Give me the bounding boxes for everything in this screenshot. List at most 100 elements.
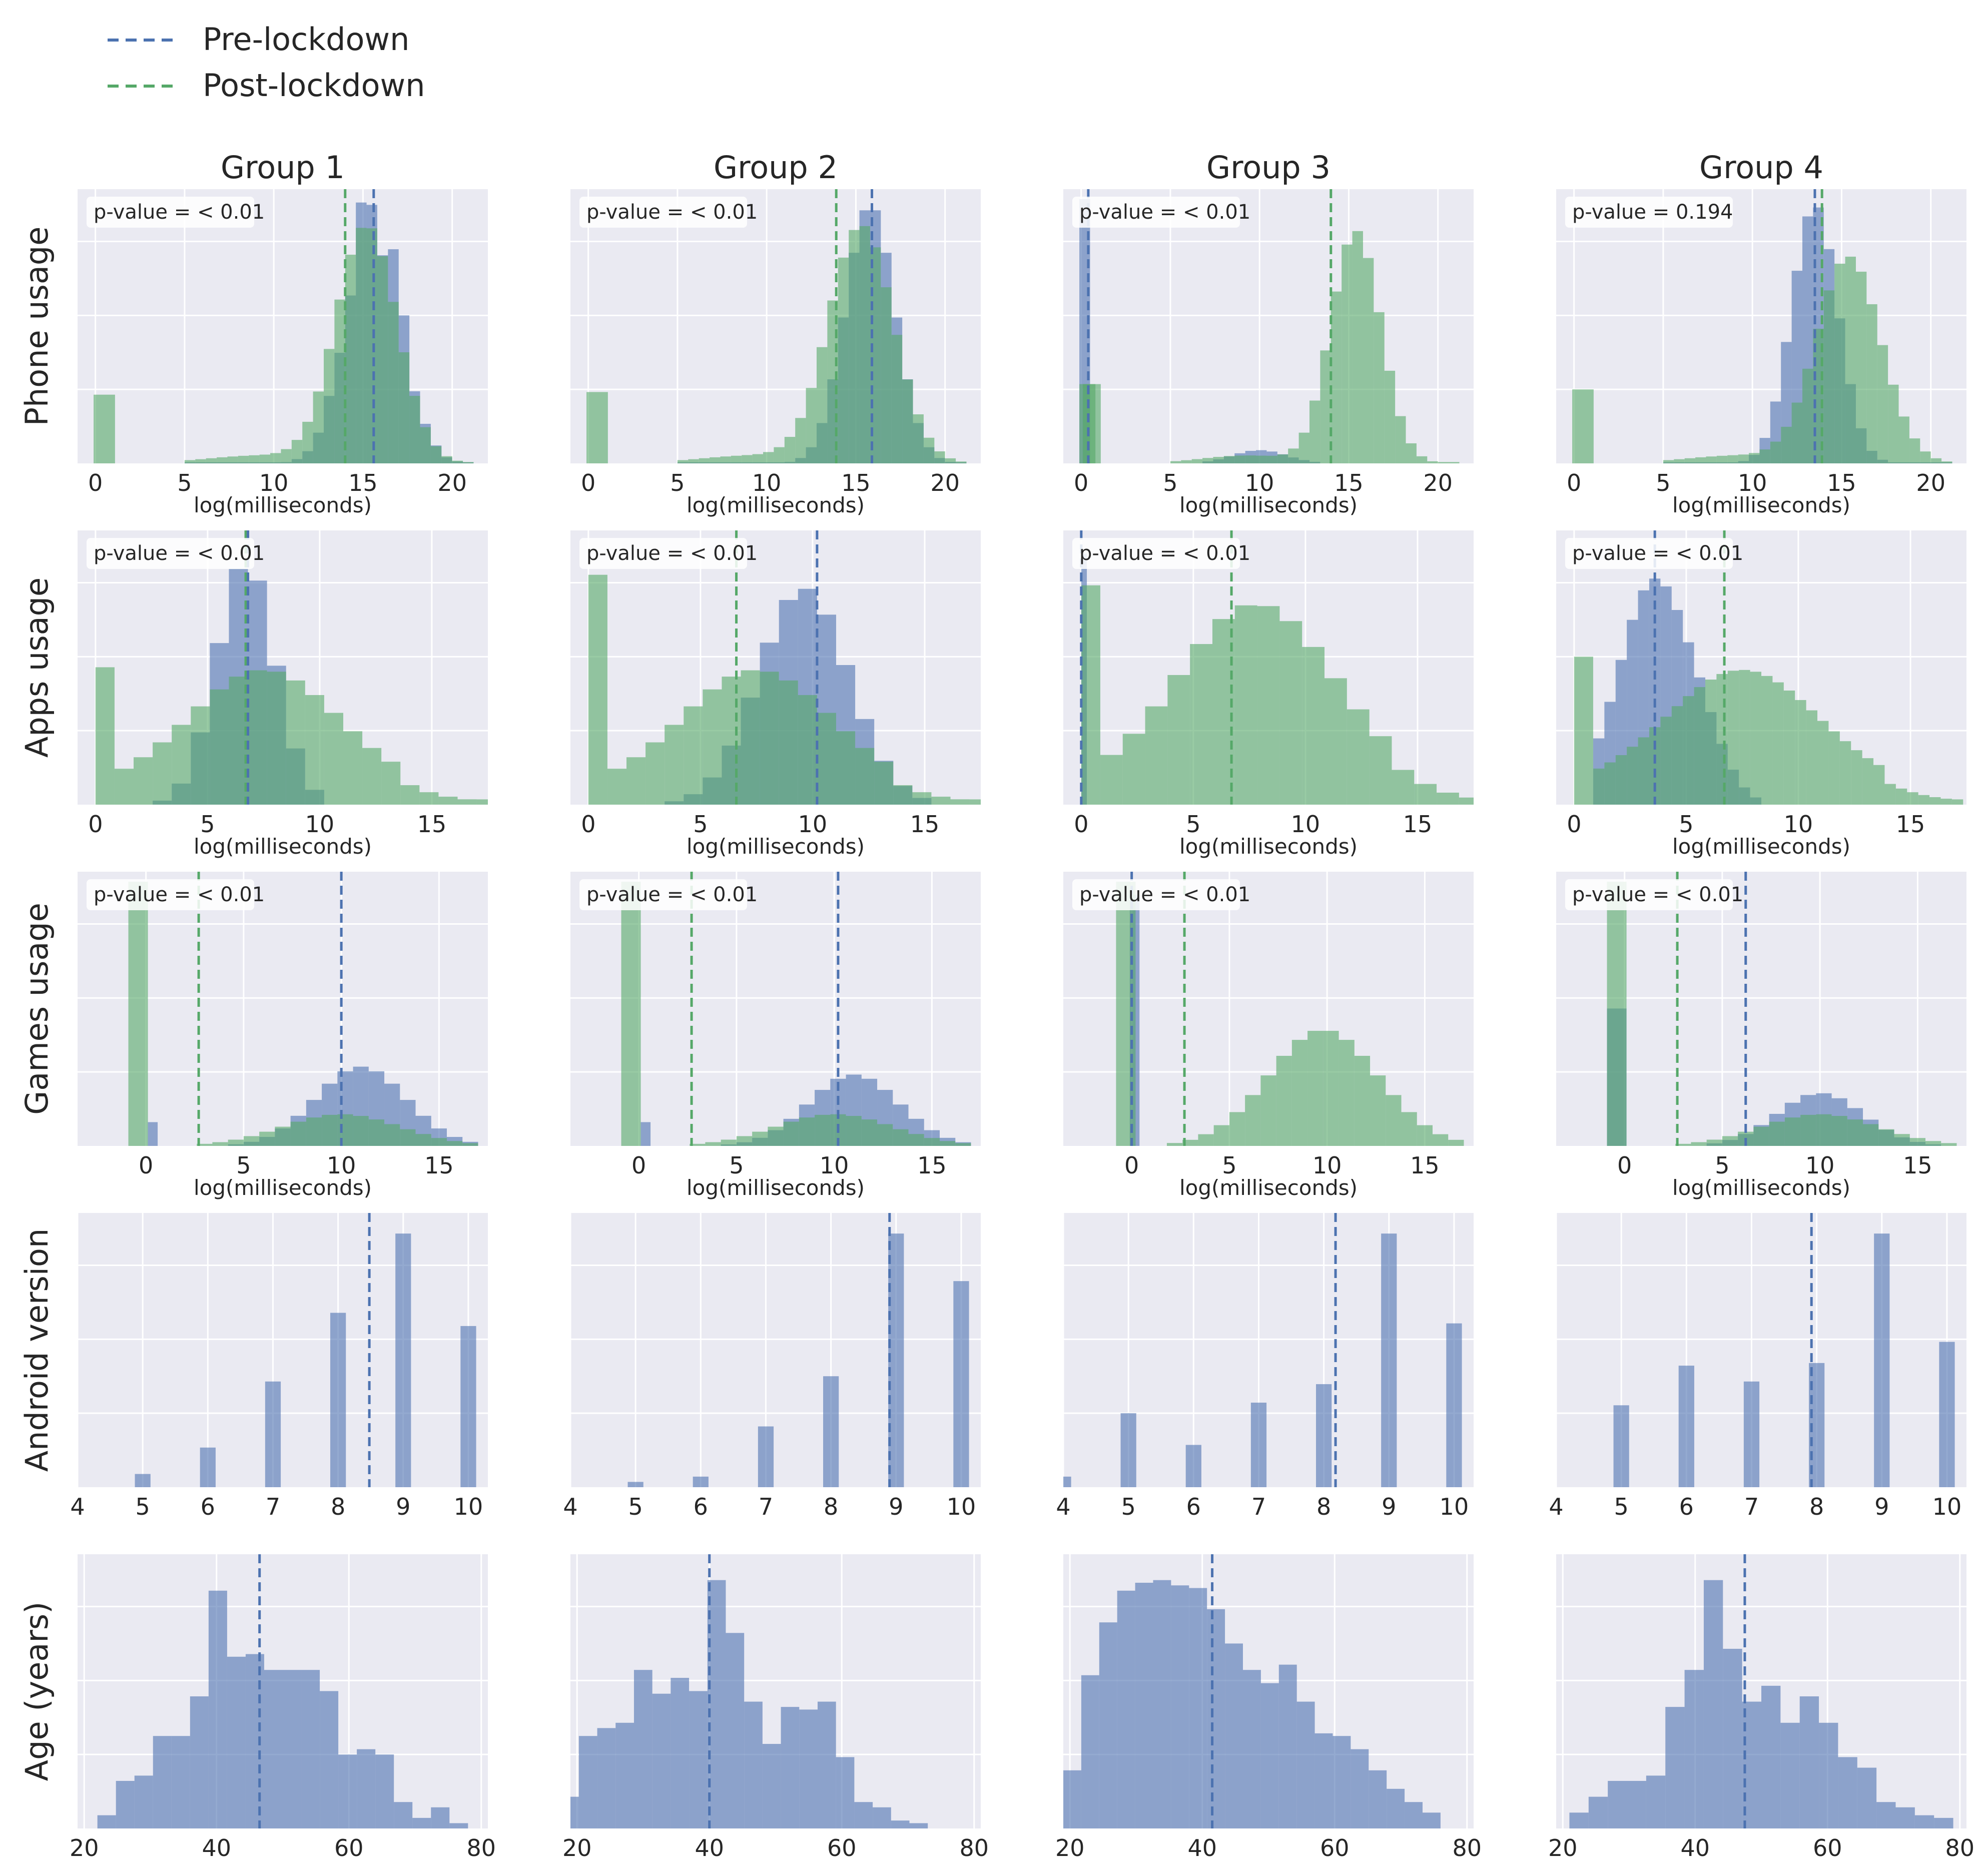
post-bar xyxy=(1384,370,1396,463)
post-bar xyxy=(1459,797,1474,805)
pre-bar xyxy=(689,1691,708,1828)
post-bar xyxy=(1866,304,1877,463)
pre-bar xyxy=(1278,1664,1297,1828)
post-bar xyxy=(1245,1095,1261,1146)
pvalue-label: p-value = 0.194 xyxy=(1572,201,1733,224)
panel-r0-c1: p-value = < 0.01 0 5 10 15 20 log(milliseconds… xyxy=(570,149,981,517)
post-bar xyxy=(1342,244,1353,463)
pre-bar xyxy=(1063,1770,1081,1828)
post-bar xyxy=(1909,438,1920,463)
x-tick-label: 15 xyxy=(1334,469,1364,496)
x-tick-label: 4 xyxy=(70,1493,85,1520)
post-bar xyxy=(1806,710,1818,805)
post-bar xyxy=(855,748,875,805)
post-bar xyxy=(1759,449,1770,463)
pre-bar xyxy=(283,1670,302,1828)
post-bar xyxy=(940,1141,956,1146)
panel-r0-c0: p-value = < 0.01 0 5 10 15 20 log(milliseconds… xyxy=(19,149,488,517)
post-bar xyxy=(741,670,760,805)
post-bar xyxy=(1772,682,1784,805)
x-tick-label: 5 xyxy=(200,811,215,838)
post-bar xyxy=(763,452,774,463)
pre-bar xyxy=(1627,1780,1646,1828)
post-bar xyxy=(248,670,267,805)
x-tick-label: 20 xyxy=(562,1834,592,1861)
x-tick-label: 20 xyxy=(1548,1834,1578,1861)
x-tick-label: 10 xyxy=(454,1493,483,1520)
post-bar xyxy=(1260,1075,1276,1146)
post-bar xyxy=(1727,671,1739,805)
post-bar xyxy=(210,689,229,805)
pre-bar xyxy=(762,1744,781,1828)
post-bar xyxy=(760,672,779,805)
post-bar xyxy=(228,1139,244,1146)
post-bar xyxy=(1941,1143,1957,1146)
post-bar xyxy=(1750,672,1761,805)
pre-bar xyxy=(1250,1403,1267,1487)
column-title: Group 3 xyxy=(1206,149,1331,186)
post-bar xyxy=(1863,1124,1879,1146)
pre-bar xyxy=(1387,1788,1405,1828)
post-bar xyxy=(924,1138,940,1146)
pvalue-label: p-value = < 0.01 xyxy=(586,883,758,906)
panel-grid: p-value = < 0.01 0 5 10 15 20 log(milliseconds… xyxy=(19,149,1974,1861)
pre-bar xyxy=(953,1281,969,1487)
pre-bar xyxy=(1684,1670,1704,1828)
post-bar xyxy=(1279,621,1302,805)
post-bar xyxy=(586,392,608,463)
post-bar xyxy=(400,785,420,805)
pre-bar xyxy=(301,1670,320,1828)
pvalue-box xyxy=(1565,879,1733,910)
post-bar xyxy=(1706,456,1717,463)
x-tick-label: 20 xyxy=(437,469,467,496)
post-bar xyxy=(463,462,474,463)
post-bar xyxy=(722,677,741,805)
x-tick-label: 40 xyxy=(1680,1834,1710,1861)
post-bar xyxy=(1190,644,1212,805)
x-tick-label: 10 xyxy=(820,1152,849,1179)
post-bar xyxy=(1392,770,1415,805)
post-bar xyxy=(736,1136,753,1146)
post-bar xyxy=(1433,1134,1449,1146)
pre-bar xyxy=(1189,1588,1207,1828)
x-axis-label: log(milliseconds) xyxy=(1672,834,1850,859)
x-axis-label: log(milliseconds) xyxy=(687,493,865,517)
x-axis-label: log(milliseconds) xyxy=(1179,493,1358,517)
pre-bar xyxy=(1225,1643,1243,1828)
post-bar xyxy=(1761,676,1773,805)
x-tick-label: 10 xyxy=(798,811,828,838)
post-bar xyxy=(1245,455,1256,463)
x-tick-label: 40 xyxy=(202,1834,231,1861)
post-bar xyxy=(114,769,134,805)
x-tick-label: 5 xyxy=(1163,469,1177,496)
post-bar xyxy=(827,300,838,463)
pre-bar xyxy=(671,1678,690,1828)
post-bar xyxy=(1671,706,1683,805)
pre-bar xyxy=(640,1122,651,1146)
post-bar xyxy=(931,797,951,805)
x-tick-label: 15 xyxy=(424,1152,454,1179)
post-bar xyxy=(1888,384,1899,463)
pre-bar xyxy=(1063,1476,1071,1487)
pre-bar xyxy=(1422,1812,1441,1828)
post-bar xyxy=(384,1124,400,1146)
post-bar xyxy=(1941,461,1952,463)
post-bar xyxy=(1607,882,1627,1146)
pre-bar xyxy=(1369,1770,1387,1828)
column-title: Group 4 xyxy=(1699,149,1823,186)
pre-bar xyxy=(153,1736,172,1828)
pre-bar xyxy=(781,1707,800,1828)
pvalue-box xyxy=(579,197,747,228)
post-bar xyxy=(1847,1119,1863,1146)
panel-r1-c0: p-value = < 0.01 0 5 10 15 log(milliseconds) A… xyxy=(19,530,488,859)
pvalue-box xyxy=(87,197,254,228)
post-bar xyxy=(1660,717,1672,805)
post-bar xyxy=(153,742,172,805)
post-bar xyxy=(1229,1112,1245,1146)
post-bar xyxy=(891,335,903,463)
pre-bar xyxy=(1185,1445,1201,1487)
x-tick-label: 40 xyxy=(695,1834,724,1861)
post-bar xyxy=(1370,1075,1386,1146)
post-bar xyxy=(1738,454,1749,463)
post-bar xyxy=(345,254,356,463)
